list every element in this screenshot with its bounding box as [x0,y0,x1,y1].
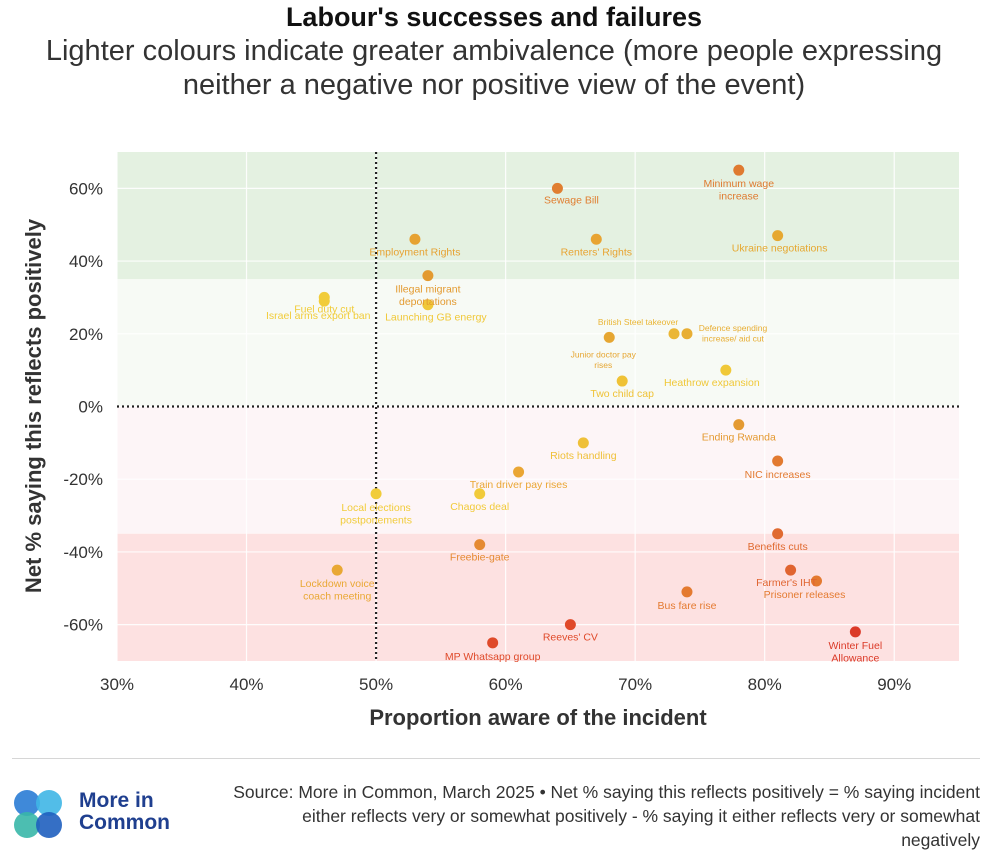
x-tick-label: 60% [489,675,523,694]
point-winter-fuel-allowance [849,626,861,638]
label-launching-gb-energy: Launching GB energy [385,312,487,324]
label-illegal-migrant-deportations: Illegal migrant deportations [395,284,460,309]
x-tick-label: 70% [618,675,652,694]
point-reeves-cv [564,619,576,631]
label-freebie-gate: Freebie-gate [450,552,510,564]
point-chagos-deal [474,488,486,500]
band-0 [117,152,959,280]
x-tick-label: 30% [100,675,134,694]
point-israel-arms-export-ban [318,295,330,307]
point-benefits-cuts [772,528,784,540]
label-mp-whatsapp-group: MP Whatsapp group [445,651,541,663]
band-3 [117,533,959,661]
y-tick-label: 60% [69,179,103,198]
band-2 [117,406,959,534]
point-heathrow-expansion [720,364,732,376]
label-british-steel-takeover: British Steel takeover [598,317,678,327]
label-lockdown-voice-coach-meeting: Lockdown voice coach meeting [300,578,375,603]
y-tick-label: -40% [63,543,103,562]
point-employment-rights [409,233,421,245]
label-junior-doctor-pay-rises: Junior doctor pay rises [571,349,637,370]
point-defence-spending-increase-aid-cut [681,328,693,340]
label-two-child-cap: Two child cap [590,388,654,400]
y-tick-label: -20% [63,470,103,489]
footer-divider [12,758,980,759]
point-freebie-gate [474,539,486,551]
point-illegal-migrant-deportations [422,270,434,282]
label-israel-arms-export-ban: Israel arms export ban [266,310,371,322]
x-tick-label: 80% [748,675,782,694]
point-bus-fare-rise [681,586,693,598]
label-employment-rights: Employment Rights [369,246,460,258]
label-reeves-cv: Reeves' CV [543,632,598,644]
point-local-elections-postponements [370,488,382,500]
label-prisoner-releases: Prisoner releases [764,589,846,601]
label-benefits-cuts: Benefits cuts [748,541,808,553]
label-train-driver-pay-rises: Train driver pay rises [470,479,568,491]
x-tick-label: 50% [359,675,393,694]
y-tick-label: 20% [69,325,103,344]
y-tick-label: 40% [69,252,103,271]
x-tick-label: 40% [230,675,264,694]
label-local-elections-postponements: Local elections postponements [340,502,412,527]
scatter-chart: 30% 40% 50% 60% 70% 80% 90% 60% 40% 20% 0% -20% -40%… [63,152,959,694]
more-in-common-logo-icon [14,790,62,838]
label-farmer-s-iht: Farmer's IHT [756,577,818,589]
chart-title: Labour's successes and failures [285,2,703,32]
point-ending-rwanda [733,419,745,431]
label-ukraine-negotiations: Ukraine negotiations [732,243,828,255]
label-sewage-bill: Sewage Bill [544,194,599,206]
label-heathrow-expansion: Heathrow expansion [664,377,760,389]
band-1 [117,279,959,407]
point-riots-handling [577,437,589,449]
point-lockdown-voice-coach-meeting [331,564,343,576]
y-axis-label: Net % saying this reflects positively [21,218,46,594]
y-tick-label: 0% [78,398,103,417]
x-tick-label: 90% [877,675,911,694]
y-tick-label: -60% [63,616,103,635]
label-ending-rwanda: Ending Rwanda [702,432,776,444]
point-nic-increases [772,455,784,467]
point-sewage-bill [551,182,563,194]
point-train-driver-pay-rises [513,466,525,478]
logo-line-1: More in [79,789,154,812]
logo-wordmark: More in Common [79,790,170,834]
label-defence-spending-increase-aid-cut: Defence spending increase/ aid cut [699,323,768,344]
point-prisoner-releases [811,575,823,587]
x-axis-label: Proportion aware of the incident [369,705,707,730]
label-bus-fare-rise: Bus fare rise [657,600,716,612]
point-minimum-wage-increase [733,164,745,176]
point-junior-doctor-pay-rises [603,331,615,343]
label-renters-rights: Renters' Rights [561,246,632,258]
point-renters-rights [590,233,602,245]
point-british-steel-takeover [668,328,680,340]
label-fuel-duty-cut: Fuel duty cut [294,303,354,315]
point-launching-gb-energy [422,299,434,311]
point-ukraine-negotiations [772,230,784,242]
label-riots-handling: Riots handling [550,450,617,462]
point-two-child-cap [616,375,628,387]
chart-subtitle: Lighter colours indicate greater ambival… [45,35,943,101]
label-chagos-deal: Chagos deal [450,501,509,513]
point-mp-whatsapp-group [487,637,499,649]
label-minimum-wage-increase: Minimum wage increase [703,178,774,203]
label-nic-increases: NIC increases [745,469,811,481]
logo-line-2: Common [79,811,170,834]
point-farmer-s-iht [785,564,797,576]
label-winter-fuel-allowance: Winter Fuel Allowance [829,640,883,665]
source-note: Source: More in Common, March 2025 • Net… [233,782,980,850]
